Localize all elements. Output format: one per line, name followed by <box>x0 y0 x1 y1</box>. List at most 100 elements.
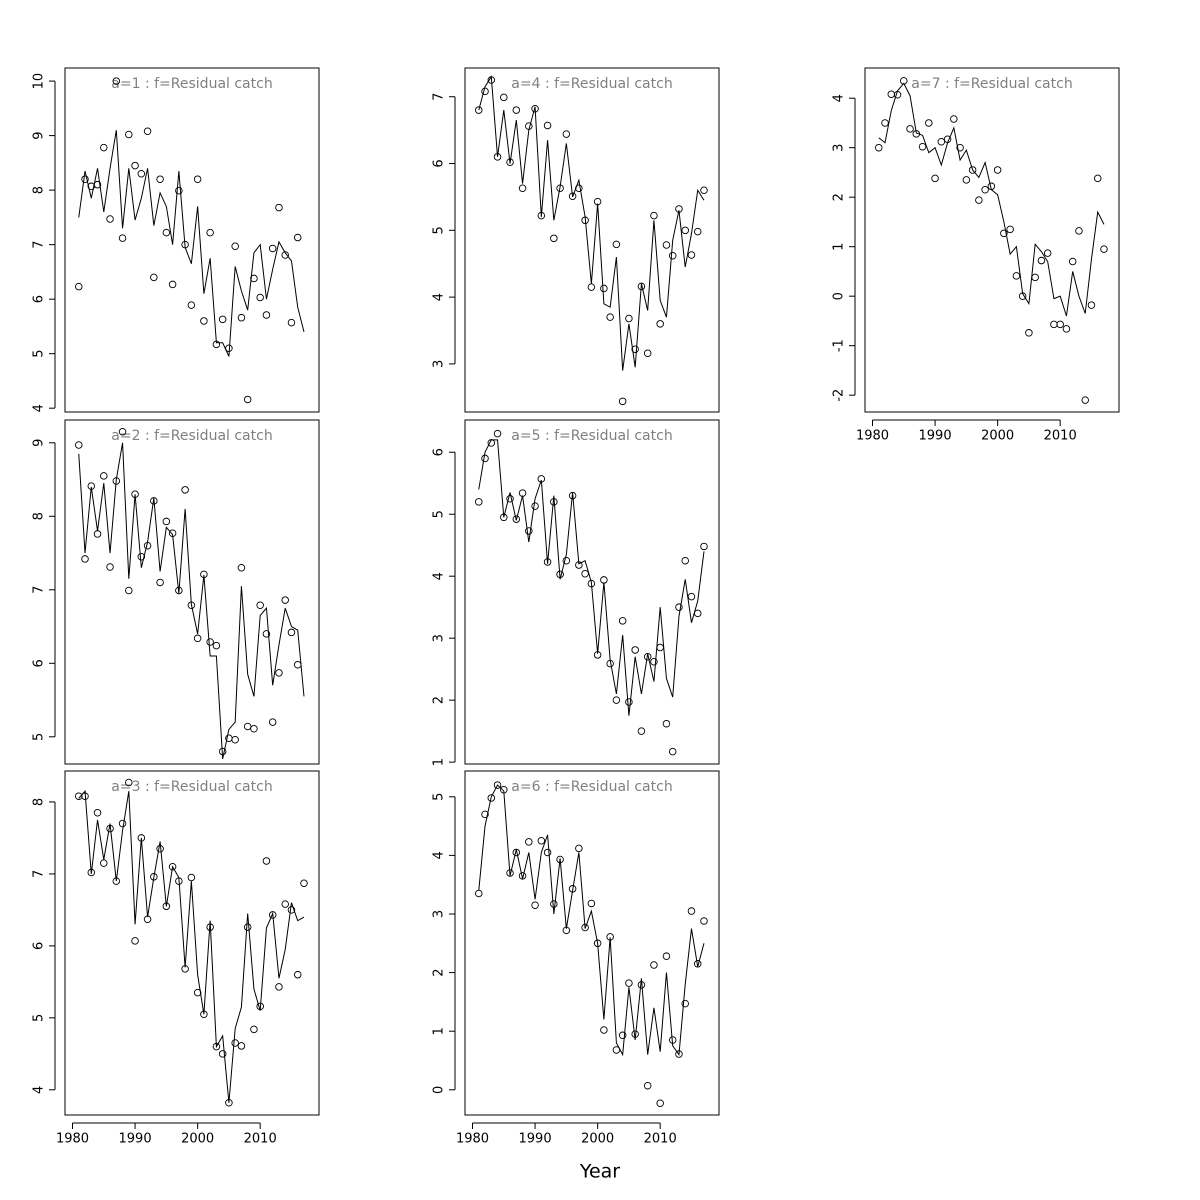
y-tick-label: 5 <box>32 350 47 358</box>
data-point <box>512 848 521 857</box>
data-point <box>662 241 671 249</box>
data-point <box>618 1031 627 1040</box>
data-point <box>487 794 496 802</box>
data-point <box>581 569 589 578</box>
data-point <box>962 176 971 184</box>
x-tick-label: 2000 <box>581 1132 614 1147</box>
data-point <box>675 603 683 611</box>
y-tick-label: 4 <box>32 1086 47 1094</box>
data-point <box>1012 272 1021 280</box>
data-point <box>1075 227 1083 235</box>
data-point <box>662 952 671 960</box>
fitted-line <box>478 75 705 371</box>
data-point <box>643 1081 652 1090</box>
data-point <box>1031 273 1039 282</box>
data-point <box>118 428 127 436</box>
data-point <box>175 186 183 195</box>
data-point <box>668 747 677 756</box>
data-point <box>75 282 83 291</box>
data-point <box>287 906 296 914</box>
data-point <box>625 314 633 323</box>
data-point <box>637 727 646 735</box>
panel-title: a=2 : f=Residual catch <box>111 428 272 444</box>
y-tick-label: 10 <box>32 73 47 90</box>
data-point <box>668 251 677 260</box>
data-point <box>656 1099 664 1108</box>
panel: a=3 : f=Residual catch 4 5 6 7 8 1980 1990 2000 2… <box>32 770 320 1147</box>
data-point <box>193 175 202 183</box>
y-tick-label: 4 <box>32 404 47 412</box>
data-point <box>100 143 108 152</box>
panel-title: a=5 : f=Residual catch <box>511 428 672 444</box>
x-tick-label: 2010 <box>644 1132 677 1147</box>
data-point <box>287 318 296 327</box>
data-point <box>650 961 658 969</box>
data-point <box>631 345 639 353</box>
data-point <box>300 879 308 888</box>
data-point <box>475 106 483 114</box>
data-point <box>550 900 558 908</box>
x-tick-label: 2000 <box>181 1132 214 1147</box>
panel-title: a=6 : f=Residual catch <box>511 779 672 795</box>
plot-frame <box>864 67 1120 413</box>
plot-frame <box>464 770 720 1116</box>
data-point <box>268 718 277 726</box>
data-point <box>281 596 289 604</box>
data-point <box>1006 225 1014 234</box>
y-tick-label: 6 <box>32 659 47 667</box>
data-point <box>131 161 139 170</box>
data-point <box>700 917 708 925</box>
data-point <box>250 1025 258 1034</box>
data-point <box>250 724 258 733</box>
x-tick-label: 1990 <box>919 429 952 444</box>
data-point <box>700 186 708 194</box>
data-point <box>937 137 946 146</box>
panel: a=5 : f=Residual catch 1 2 3 4 5 6 <box>432 419 720 766</box>
data-point <box>131 937 139 945</box>
fitted-line <box>78 130 305 357</box>
y-tick-label: -2 <box>832 389 847 402</box>
data-point <box>137 552 146 561</box>
y-tick-label: 5 <box>32 733 47 741</box>
plot-frame <box>64 67 320 413</box>
data-point <box>512 515 521 523</box>
x-tick-label: 2010 <box>244 1132 277 1147</box>
plot-frame <box>64 419 320 765</box>
data-point <box>118 234 127 242</box>
y-tick-label: 5 <box>32 1014 47 1022</box>
fitted-line <box>478 784 705 1057</box>
data-point <box>1087 301 1096 309</box>
panel: a=7 : f=Residual catch -2 -1 0 1 2 3 4 1980 1990 2… <box>832 67 1120 444</box>
data-point <box>112 77 121 85</box>
data-point <box>481 810 489 819</box>
data-point <box>243 923 252 931</box>
data-point <box>162 517 171 526</box>
data-point <box>275 983 283 991</box>
y-tick-label: 3 <box>832 144 847 152</box>
data-point <box>1056 320 1064 329</box>
data-point <box>575 844 583 853</box>
y-tick-label: 4 <box>832 94 847 102</box>
data-point <box>493 781 502 789</box>
data-point <box>125 130 133 139</box>
data-point <box>81 555 89 563</box>
data-point <box>475 498 483 506</box>
y-tick-label: 1 <box>832 243 847 251</box>
data-point <box>106 563 114 571</box>
data-point <box>531 502 539 510</box>
y-tick-label: 6 <box>32 295 47 303</box>
data-point <box>118 819 127 828</box>
x-tick-label: 1980 <box>856 429 889 444</box>
y-tick-label: -1 <box>832 339 847 352</box>
panel-title: a=4 : f=Residual catch <box>511 76 672 92</box>
panel: a=6 : f=Residual catch 0 1 2 3 4 5 1980 1990 2000… <box>432 770 720 1147</box>
data-point <box>243 395 252 404</box>
y-tick-label: 9 <box>32 131 47 139</box>
y-tick-label: 3 <box>432 634 447 642</box>
data-point <box>506 494 514 503</box>
data-point <box>550 234 558 243</box>
data-point <box>231 1039 239 1047</box>
data-point <box>287 628 296 637</box>
y-tick-label: 6 <box>432 159 447 167</box>
